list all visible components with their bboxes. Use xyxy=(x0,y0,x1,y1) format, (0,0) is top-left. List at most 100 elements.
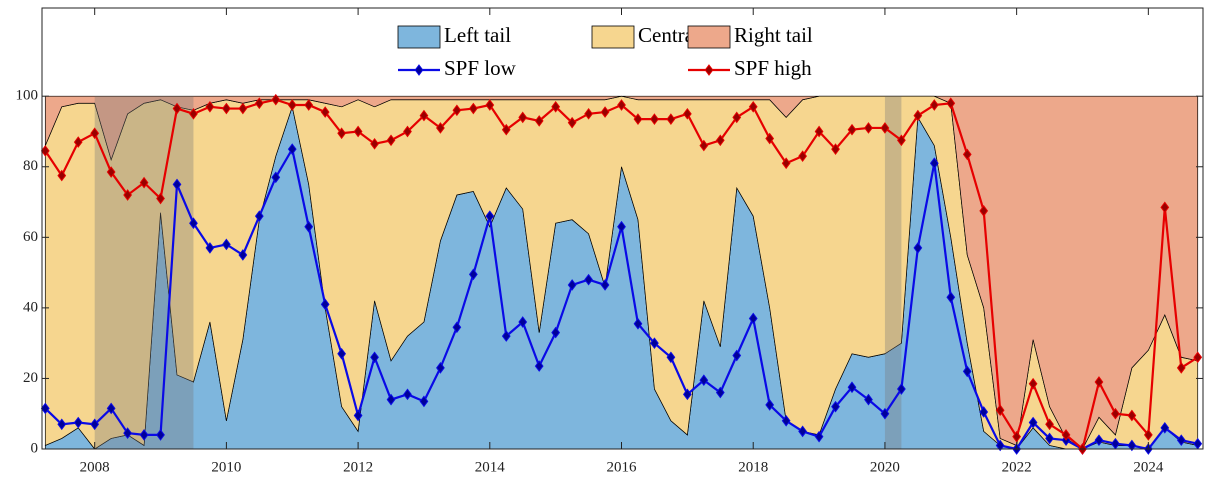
legend-swatch xyxy=(591,25,635,49)
marker xyxy=(90,418,100,431)
marker xyxy=(880,122,890,134)
marker xyxy=(123,189,132,201)
legend-label: SPF low xyxy=(444,56,517,80)
marker xyxy=(337,127,347,140)
marker xyxy=(90,127,100,140)
marker xyxy=(1045,432,1054,445)
marker xyxy=(485,210,495,222)
y-tick-label: 40 xyxy=(23,299,38,315)
marker xyxy=(880,407,890,420)
marker xyxy=(222,102,231,115)
x-tick-label: 2010 xyxy=(211,459,241,475)
marker xyxy=(452,321,462,334)
legend-label: SPF high xyxy=(734,56,812,80)
plot-frame xyxy=(41,7,1204,450)
marker xyxy=(1127,409,1137,422)
marker xyxy=(320,298,330,311)
marker xyxy=(386,134,396,147)
marker xyxy=(419,109,429,122)
marker xyxy=(139,429,149,441)
marker xyxy=(518,111,528,124)
marker xyxy=(189,108,198,120)
marker xyxy=(1176,362,1186,374)
marker xyxy=(1193,351,1203,364)
marker xyxy=(172,102,182,115)
marker xyxy=(781,157,791,170)
marker xyxy=(864,122,873,134)
marker xyxy=(1028,416,1038,429)
marker xyxy=(765,399,775,411)
marker xyxy=(748,100,758,113)
marker xyxy=(468,268,478,281)
marker xyxy=(287,99,297,111)
marker xyxy=(534,115,544,127)
recession-shade xyxy=(94,96,194,449)
marker xyxy=(172,178,182,191)
marker xyxy=(222,238,231,251)
marker xyxy=(436,362,445,374)
legend-marker xyxy=(704,64,714,76)
marker xyxy=(748,312,758,325)
marker xyxy=(979,205,989,217)
legend-label: Left tail xyxy=(444,23,511,47)
marker xyxy=(979,406,989,418)
marker xyxy=(814,125,824,138)
marker xyxy=(57,169,67,182)
legend-swatch xyxy=(687,25,731,49)
marker xyxy=(913,109,923,122)
marker xyxy=(386,393,396,406)
legend-marker xyxy=(414,64,424,76)
marker xyxy=(847,123,857,136)
marker xyxy=(1061,429,1071,441)
marker xyxy=(254,210,264,222)
marker xyxy=(501,330,511,342)
y-tick-label: 60 xyxy=(23,229,38,245)
marker xyxy=(40,402,50,415)
marker xyxy=(781,414,791,427)
marker xyxy=(156,429,165,441)
marker xyxy=(436,122,445,134)
marker xyxy=(682,108,692,120)
recession-shade xyxy=(884,96,902,449)
marker xyxy=(205,242,215,254)
marker xyxy=(946,291,956,304)
marker xyxy=(304,220,314,233)
marker xyxy=(633,317,643,330)
marker xyxy=(929,99,939,111)
marker xyxy=(798,425,807,438)
marker xyxy=(1176,434,1186,447)
marker xyxy=(205,100,215,113)
marker xyxy=(123,427,132,439)
marker xyxy=(1094,434,1104,447)
marker xyxy=(929,157,939,170)
marker xyxy=(287,143,297,155)
y-tick-label: 20 xyxy=(23,370,38,386)
marker xyxy=(139,176,149,189)
marker xyxy=(715,386,725,399)
marker xyxy=(995,439,1005,452)
marker xyxy=(337,347,347,360)
x-tick-label: 2012 xyxy=(343,459,373,475)
marker xyxy=(551,100,561,113)
marker xyxy=(913,242,923,254)
x-tick-label: 2022 xyxy=(1002,459,1032,475)
marker xyxy=(370,351,379,364)
x-tick-label: 2014 xyxy=(475,459,506,475)
marker xyxy=(847,381,857,394)
legend-swatch xyxy=(397,25,441,49)
marker xyxy=(1012,430,1022,443)
x-tick-label: 2016 xyxy=(607,459,638,475)
marker xyxy=(798,150,807,163)
marker xyxy=(682,388,692,401)
marker xyxy=(1160,201,1170,214)
marker xyxy=(617,220,626,233)
marker xyxy=(419,395,429,408)
marker xyxy=(1094,376,1104,388)
marker xyxy=(271,93,281,106)
marker xyxy=(567,279,577,291)
marker xyxy=(106,166,116,178)
marker xyxy=(452,104,462,117)
x-tick-label: 2018 xyxy=(738,459,768,475)
marker xyxy=(962,365,972,378)
marker xyxy=(699,374,709,387)
